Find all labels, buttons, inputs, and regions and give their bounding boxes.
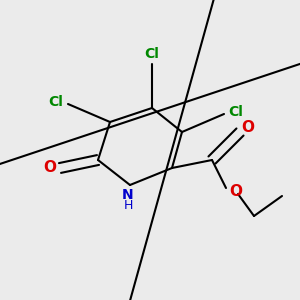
Text: H: H [123,199,133,212]
Text: O: O [242,121,254,136]
Text: Cl: Cl [49,95,63,109]
Text: Cl: Cl [145,47,159,61]
Text: O: O [230,184,242,200]
Text: O: O [44,160,56,175]
Text: Cl: Cl [229,105,243,119]
Text: N: N [122,188,134,202]
